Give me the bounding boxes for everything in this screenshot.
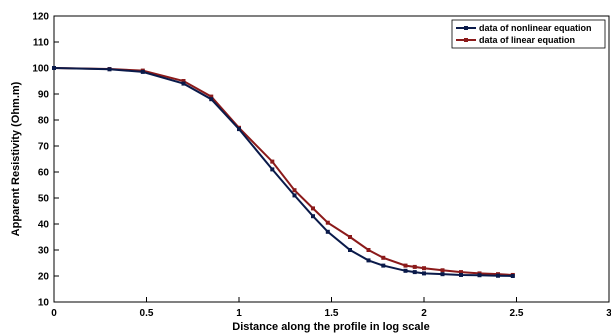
x-tick-label: 2 <box>421 308 427 319</box>
y-tick-label: 20 <box>38 272 50 283</box>
data-point <box>422 271 426 276</box>
data-point <box>366 258 371 263</box>
data-point <box>477 273 482 278</box>
data-point <box>325 220 330 225</box>
y-tick-label: 80 <box>38 116 50 127</box>
data-point <box>496 273 500 278</box>
x-tick-label: 3 <box>606 308 611 319</box>
data-point <box>381 255 386 260</box>
data-point <box>292 188 297 193</box>
data-point <box>348 248 352 252</box>
y-tick-label: 40 <box>38 220 50 231</box>
data-point <box>237 127 241 132</box>
legend-swatch-marker <box>464 26 468 30</box>
data-point <box>209 94 214 99</box>
y-tick-label: 90 <box>38 90 50 101</box>
data-point <box>403 263 408 268</box>
data-point <box>348 235 352 239</box>
data-point <box>311 214 315 219</box>
y-tick-label: 120 <box>32 12 49 23</box>
y-tick-label: 10 <box>38 298 50 309</box>
x-tick-label: 1 <box>236 308 242 319</box>
data-point <box>52 66 56 70</box>
data-point <box>412 264 417 269</box>
x-tick-label: 2.5 <box>510 308 524 319</box>
x-axis-label: Distance along the profile in log scale <box>232 321 429 333</box>
data-point <box>403 268 408 273</box>
legend-swatch-marker <box>464 38 468 42</box>
data-point <box>381 263 386 268</box>
data-point <box>510 274 515 278</box>
y-axis-label: Apparent Resistivity (Ohm.m) <box>10 81 22 236</box>
data-point <box>311 206 315 211</box>
data-point <box>412 270 417 275</box>
data-point <box>270 159 275 164</box>
legend-items: data of nonlinear equation data of linear… <box>456 23 592 45</box>
y-tick-label: 60 <box>38 168 50 179</box>
plot-area <box>53 15 610 303</box>
y-tick-label: 50 <box>38 194 50 205</box>
x-tick-label: 0.5 <box>140 308 154 319</box>
data-point <box>422 266 426 271</box>
data-point <box>107 67 112 72</box>
data-point <box>270 167 275 172</box>
series-layer <box>52 66 515 278</box>
data-point <box>209 97 214 102</box>
x-axis-ticks: 0 0.5 1 1.5 2 2.5 3 <box>51 297 611 319</box>
y-tick-label: 70 <box>38 142 50 153</box>
legend: data of nonlinear equation data of linear… <box>451 19 606 49</box>
data-point <box>181 79 186 83</box>
data-point <box>325 229 330 234</box>
legend-label: data of linear equation <box>479 35 575 45</box>
data-point <box>181 81 186 86</box>
legend-label: data of nonlinear equation <box>479 23 592 33</box>
data-point <box>366 248 371 252</box>
data-point <box>440 272 445 277</box>
y-tick-label: 100 <box>32 64 49 75</box>
data-point <box>459 270 463 275</box>
data-point <box>459 272 463 277</box>
y-tick-label: 110 <box>33 38 50 49</box>
y-tick-label: 30 <box>38 246 50 257</box>
legend-box <box>451 19 606 49</box>
data-point <box>292 193 297 198</box>
data-point <box>140 69 145 74</box>
x-tick-label: 1.5 <box>325 308 339 319</box>
data-point <box>440 268 445 273</box>
x-tick-label: 0 <box>51 308 57 319</box>
